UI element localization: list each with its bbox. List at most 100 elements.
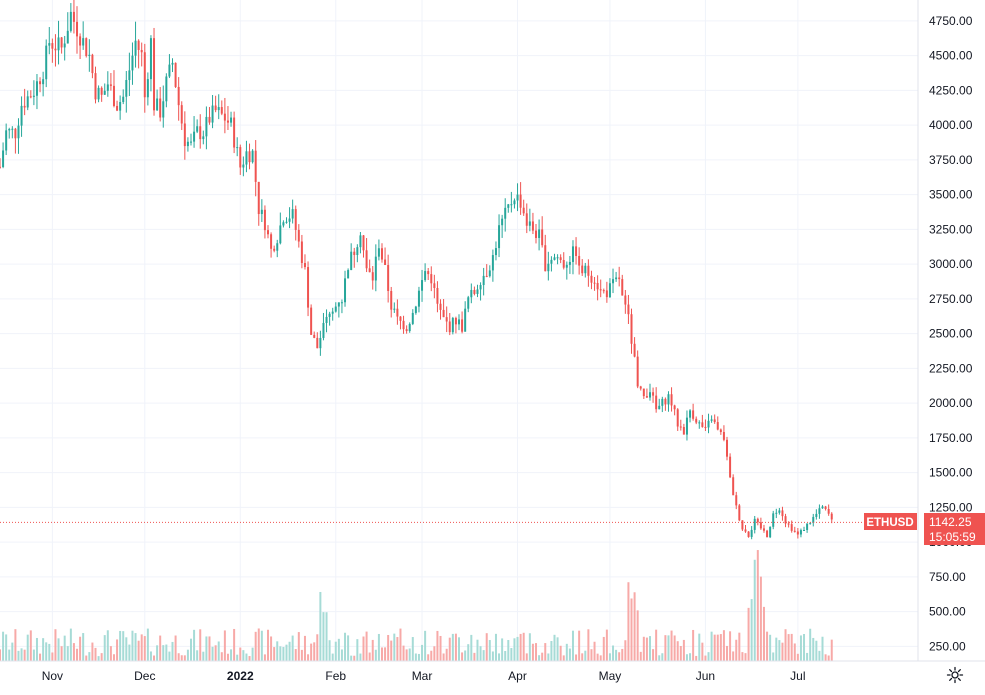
volume-bar xyxy=(196,650,199,661)
volume-bar xyxy=(809,628,812,661)
volume-bar xyxy=(787,634,790,661)
candle-body xyxy=(347,270,350,279)
volume-bar xyxy=(784,629,787,661)
candle-body xyxy=(701,422,704,427)
volume-bar xyxy=(134,633,137,661)
candle-body xyxy=(54,48,57,51)
candle-body xyxy=(26,96,29,108)
volume-bar xyxy=(211,646,214,661)
volume-bar xyxy=(421,644,424,661)
volume-bar xyxy=(226,653,229,661)
volume-bar xyxy=(26,634,29,661)
candle-body xyxy=(399,316,402,321)
volume-bar xyxy=(615,649,618,661)
volume-bar xyxy=(103,635,106,661)
volume-bar xyxy=(279,646,282,661)
volume-bar xyxy=(618,652,621,661)
chart-settings-button[interactable] xyxy=(941,661,969,689)
volume-bar xyxy=(337,638,340,661)
volume-bar xyxy=(673,635,676,661)
candle-body xyxy=(630,314,633,344)
volume-bar xyxy=(454,633,457,661)
volume-bar xyxy=(578,630,581,661)
volume-bar xyxy=(85,655,88,661)
volume-bar xyxy=(146,628,149,661)
volume-bar xyxy=(799,635,802,661)
volume-bar xyxy=(528,633,531,661)
candle-body xyxy=(417,290,420,307)
volume-bar xyxy=(753,559,756,661)
candle-body xyxy=(612,279,615,284)
candle-body xyxy=(621,279,624,296)
volume-bar xyxy=(424,630,427,661)
candle-body xyxy=(380,248,383,260)
volume-bar xyxy=(470,634,473,661)
candle-body xyxy=(85,38,88,56)
candle-body xyxy=(103,90,106,95)
volume-bar xyxy=(741,652,744,661)
candle-body xyxy=(183,123,186,147)
price-scale-bg[interactable] xyxy=(918,0,985,661)
volume-bar xyxy=(525,653,528,661)
volume-bar xyxy=(482,650,485,661)
candle-body xyxy=(602,290,605,292)
candle-body xyxy=(23,105,26,108)
volume-bar xyxy=(251,647,254,661)
volume-bar xyxy=(676,641,679,661)
volume-bar xyxy=(263,654,266,661)
time-tick-label: Mar xyxy=(412,669,433,683)
price-tick-label: 500.00 xyxy=(929,605,966,619)
volume-bar xyxy=(707,652,710,661)
volume-bar xyxy=(159,635,162,661)
volume-bar xyxy=(519,633,522,661)
candle-body xyxy=(106,84,109,91)
volume-bar xyxy=(682,639,685,661)
candle-body xyxy=(156,98,159,111)
volume-bar xyxy=(445,648,448,661)
volume-bar xyxy=(322,612,325,661)
volume-bar xyxy=(273,647,276,661)
candle-body xyxy=(627,304,630,315)
price-tick-label: 2750.00 xyxy=(929,292,973,306)
candle-body xyxy=(300,241,303,264)
candle-body xyxy=(146,79,149,98)
candle-body xyxy=(313,334,316,338)
price-tick-label: 4000.00 xyxy=(929,118,973,132)
volume-bar xyxy=(759,576,762,661)
volume-bar xyxy=(313,642,316,661)
candle-body xyxy=(796,531,799,535)
candle-body xyxy=(562,260,565,268)
candle-body xyxy=(76,21,79,37)
volume-bar xyxy=(664,635,667,661)
volume-bar xyxy=(430,650,433,661)
candle-body xyxy=(473,289,476,294)
volume-bar xyxy=(661,653,664,661)
volume-bar xyxy=(254,631,257,661)
volume-bar xyxy=(186,649,189,661)
volume-bar xyxy=(458,637,460,661)
volume-bar xyxy=(189,638,192,661)
candle-body xyxy=(578,255,581,266)
candle-body xyxy=(482,275,485,286)
time-scale-bg[interactable] xyxy=(0,661,985,690)
time-tick-label: Dec xyxy=(134,669,155,683)
volume-bar xyxy=(562,655,565,661)
candle-body xyxy=(722,432,725,440)
candle-body xyxy=(273,248,276,251)
volume-bar xyxy=(719,634,722,661)
candle-body xyxy=(402,320,405,330)
candle-body xyxy=(149,38,152,80)
volume-bar xyxy=(57,638,60,661)
volume-bar xyxy=(162,645,165,661)
volume-bar xyxy=(442,653,445,661)
candle-body xyxy=(513,200,516,205)
candle-body xyxy=(716,422,719,430)
volume-bar xyxy=(17,650,20,661)
volume-bar xyxy=(491,651,494,661)
volume-bar xyxy=(35,637,38,661)
candle-body xyxy=(781,510,784,517)
candle-body xyxy=(778,510,781,513)
candle-body xyxy=(20,105,23,126)
